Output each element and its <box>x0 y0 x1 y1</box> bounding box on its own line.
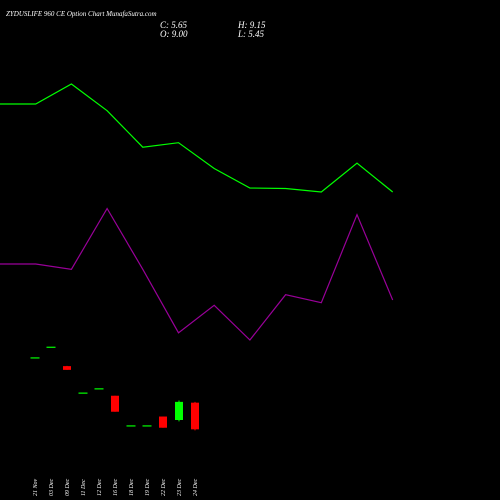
candle-18-dec <box>126 425 136 427</box>
x-tick-label: 12 Dec <box>97 479 103 496</box>
candle-body <box>126 425 136 427</box>
candle-16-dec <box>111 395 119 412</box>
candle-body <box>63 366 71 370</box>
candle-body <box>46 346 56 348</box>
x-tick-label: 03 Dec <box>49 479 55 496</box>
candle-body <box>191 402 199 430</box>
x-tick-label: 19 Dec <box>145 479 151 496</box>
x-axis-tick-labels: 21 Nov 03 Dec 09 Dec 11 Dec 12 Dec 16 Dec 18 D… <box>33 478 199 496</box>
x-tick-label: 09 Dec <box>65 479 71 496</box>
x-tick-label: 23 Dec <box>177 479 183 496</box>
low-value-label: L: 5.45 <box>237 29 265 39</box>
candle-body <box>175 401 183 420</box>
candle-22-dec <box>159 416 167 428</box>
candle-body <box>111 395 119 412</box>
open-value-label: O: 9.00 <box>160 29 188 39</box>
candle-body <box>94 388 104 390</box>
chart-title: ZYDUSLIFE 960 CE Option Chart MunafaSutr… <box>6 10 157 18</box>
lower-band-line <box>0 207 394 341</box>
x-tick-label: 11 Dec <box>81 479 87 496</box>
candle-body <box>78 392 88 394</box>
candle-12-dec <box>94 388 104 390</box>
candle-21-nov <box>30 357 40 359</box>
candle-03-dec <box>46 346 56 348</box>
candle-body <box>142 425 152 427</box>
x-tick-label: 22 Dec <box>161 479 167 496</box>
x-tick-label: 24 Dec <box>192 479 199 496</box>
close-value-label: C: 5.65 <box>160 20 188 30</box>
x-tick-label: 16 Dec <box>113 479 119 496</box>
candle-body <box>30 357 40 359</box>
candle-23-dec <box>175 400 183 422</box>
candle-body <box>159 416 167 428</box>
upper-band-line <box>0 83 394 193</box>
candle-24-dec <box>191 401 199 431</box>
candle-11-dec <box>78 392 88 394</box>
x-tick-label: 18 Dec <box>129 479 135 496</box>
candlestick-series <box>30 346 199 431</box>
high-value-label: H: 9.15 <box>237 20 266 30</box>
indicator-lines <box>0 83 394 341</box>
candle-19-dec <box>142 425 152 427</box>
candle-09-dec <box>63 365 71 370</box>
x-tick-label: 21 Nov <box>33 478 39 496</box>
